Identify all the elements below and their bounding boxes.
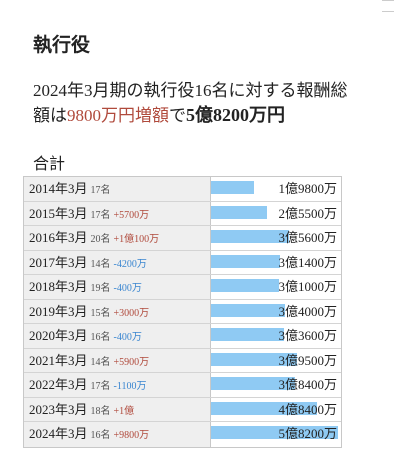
table-row: 2021年3月 14名 +5900万 3億9500万 xyxy=(24,348,341,373)
amount-cell: 5億8200万 xyxy=(211,422,341,447)
amount-cell: 3億5600万 xyxy=(211,226,341,250)
year-cell: 2014年3月 17名 xyxy=(24,177,211,201)
amount-cell: 4億8400万 xyxy=(211,398,341,422)
table-row: 2022年3月 17名 -1100万 3億8400万 xyxy=(24,373,341,398)
member-count: 16名 xyxy=(90,332,111,343)
member-count: 14名 xyxy=(90,356,111,368)
member-count: 14名 xyxy=(90,258,111,270)
change: -400万 xyxy=(113,283,142,294)
summary-highlight: 9800万円増額 xyxy=(67,106,169,125)
amount-cell: 3億3600万 xyxy=(211,324,341,348)
year-cell: 2022年3月 17名 -1100万 xyxy=(24,373,211,397)
summary-text: 2024年3月期の執行役16名に対する報酬総額は xyxy=(33,81,348,125)
amount-label: 3億5600万 xyxy=(278,230,337,245)
year-cell: 2016年3月 20名 +1億100万 xyxy=(24,226,211,250)
amount-label: 3億4000万 xyxy=(278,303,337,319)
amount-bar xyxy=(211,352,298,366)
amount-bar xyxy=(211,181,255,194)
table: 2014年3月 17名 1億9800万 2015年3月 17名 +5700万 2億5500万… xyxy=(23,176,342,448)
member-count: 15名 xyxy=(90,307,111,319)
amount-cell: 1億9800万 xyxy=(211,177,341,201)
table-row: 2023年3月 18名 +1億 4億8400万 xyxy=(24,397,341,422)
year-cell: 2017年3月 14名 -4200万 xyxy=(24,250,211,274)
year-cell: 2021年3月 14名 +5900万 xyxy=(24,348,211,372)
amount-cell: 3億8400万 xyxy=(211,373,341,397)
table-row: 2014年3月 17名 1億9800万 xyxy=(24,177,341,202)
year: 2018年3月 xyxy=(29,279,88,294)
change: +3000万 xyxy=(113,307,150,319)
year: 2017年3月 xyxy=(29,254,88,270)
amount-bar xyxy=(211,205,267,219)
table-row: 2016年3月 20名 +1億100万 3億5600万 xyxy=(24,226,341,251)
member-count: 18名 xyxy=(90,405,111,417)
table-row: 2015年3月 17名 +5700万 2億5500万 xyxy=(24,201,341,226)
amount-cell: 3億1400万 xyxy=(211,251,341,275)
member-count: 19名 xyxy=(90,283,111,294)
year: 2014年3月 xyxy=(29,181,88,196)
year: 2023年3月 xyxy=(29,401,88,417)
amount-label: 4億8400万 xyxy=(278,401,337,417)
member-count: 17名 xyxy=(90,185,111,196)
change: +5900万 xyxy=(113,356,150,368)
year: 2016年3月 xyxy=(29,230,88,245)
member-count: 16名 xyxy=(90,430,111,441)
amount-bar xyxy=(211,328,285,341)
table-row: 2020年3月 16名 -400万 3億3600万 xyxy=(24,324,341,349)
year-cell: 2015年3月 17名 +5700万 xyxy=(24,201,211,225)
amount-bar xyxy=(211,377,295,390)
amount-bar xyxy=(211,279,279,292)
amount-cell: 3億1000万 xyxy=(211,275,341,299)
amount-bar xyxy=(211,254,280,268)
member-count: 20名 xyxy=(90,234,111,245)
amount-label: 3億3600万 xyxy=(278,328,337,343)
table-row: 2019年3月 15名 +3000万 3億4000万 xyxy=(24,299,341,324)
table-row: 2017年3月 14名 -4200万 3億1400万 xyxy=(24,250,341,275)
year: 2024年3月 xyxy=(29,426,88,441)
change: +1億 xyxy=(113,405,135,417)
table-row: 2024年3月 16名 +9800万 5億8200万 xyxy=(24,422,341,447)
summary-total: 5億8200万円 xyxy=(186,105,285,125)
year: 2019年3月 xyxy=(29,303,88,319)
year-cell: 2023年3月 18名 +1億 xyxy=(24,397,211,421)
year: 2015年3月 xyxy=(29,205,88,221)
year: 2021年3月 xyxy=(29,352,88,368)
year-cell: 2018年3月 19名 -400万 xyxy=(24,275,211,299)
summary-connector: で xyxy=(169,106,186,125)
change: -400万 xyxy=(113,332,142,343)
change: +1億100万 xyxy=(113,234,160,245)
summary: 2024年3月期の執行役16名に対する報酬総額は9800万円増額で5億8200万… xyxy=(33,78,363,128)
amount-cell: 2億5500万 xyxy=(211,202,341,226)
amount-label: 3億8400万 xyxy=(278,377,337,392)
page-title: 執行役 xyxy=(33,35,91,56)
member-count: 17名 xyxy=(90,381,111,392)
amount-cell: 3億9500万 xyxy=(211,349,341,373)
table-title: 合計 xyxy=(33,156,66,173)
change: -4200万 xyxy=(113,258,147,270)
change: +5700万 xyxy=(113,209,150,221)
year-cell: 2024年3月 16名 +9800万 xyxy=(24,422,211,447)
amount-bar xyxy=(211,401,317,415)
amount-bar xyxy=(211,426,338,439)
amount-bar xyxy=(211,230,289,243)
amount-label: 2億5500万 xyxy=(278,205,337,221)
amount-label: 3億1000万 xyxy=(278,279,337,294)
change: +9800万 xyxy=(113,430,150,441)
amount-label: 1億9800万 xyxy=(278,181,337,196)
member-count: 17名 xyxy=(90,209,111,221)
year-cell: 2019年3月 15名 +3000万 xyxy=(24,299,211,323)
amount-bar xyxy=(211,303,286,317)
amount-label: 3億9500万 xyxy=(278,352,337,368)
year-cell: 2020年3月 16名 -400万 xyxy=(24,324,211,348)
amount-label: 5億8200万 xyxy=(278,426,337,441)
change: -1100万 xyxy=(113,381,147,392)
year: 2020年3月 xyxy=(29,328,88,343)
amount-cell: 3億4000万 xyxy=(211,300,341,324)
menu-icon[interactable] xyxy=(382,0,394,12)
amount-label: 3億1400万 xyxy=(278,254,337,270)
year: 2022年3月 xyxy=(29,377,88,392)
table-row: 2018年3月 19名 -400万 3億1000万 xyxy=(24,275,341,300)
